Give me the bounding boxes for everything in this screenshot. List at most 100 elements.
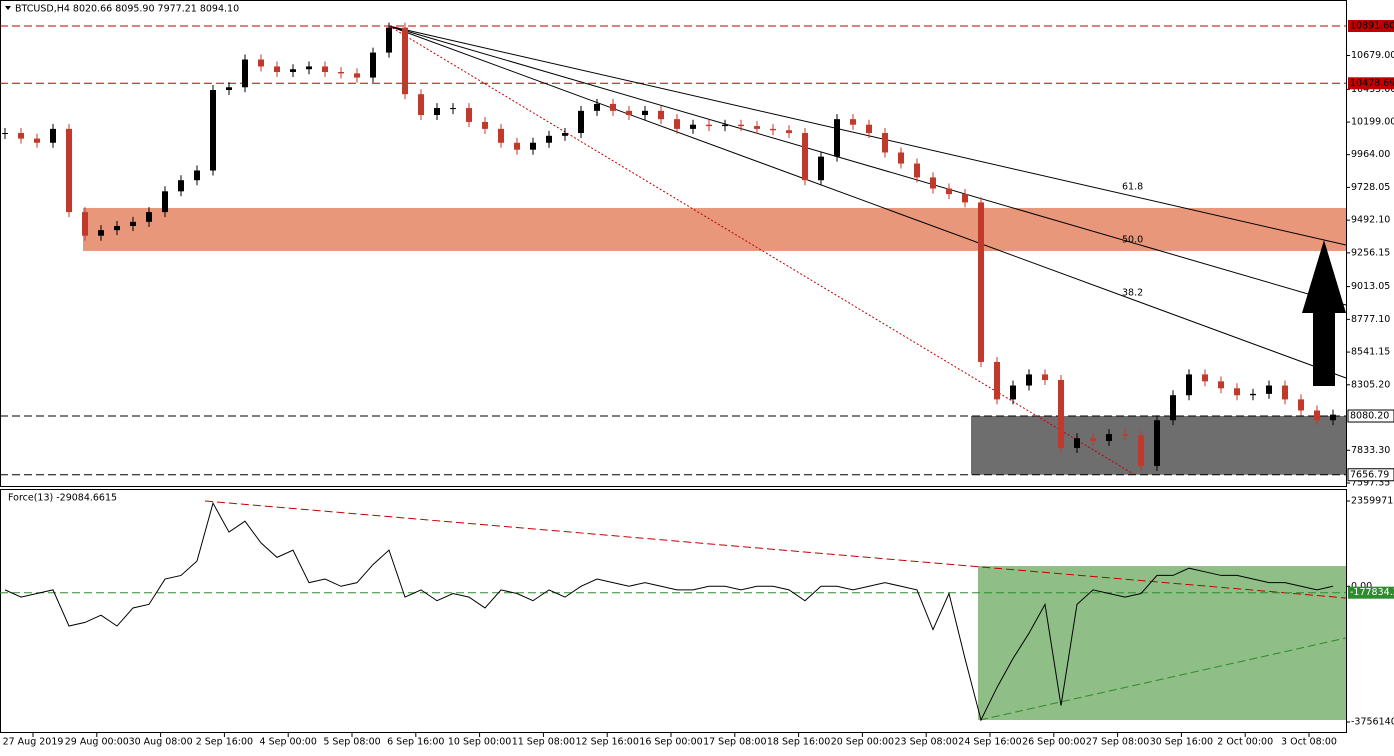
candle-body [1234,388,1240,396]
candle-body [1090,438,1096,442]
level-tag [1348,20,1394,32]
candle-body [690,124,696,129]
candle-body [1058,379,1064,448]
fib-fan-line [388,25,1347,306]
force-tick-label: 0.00 [1351,581,1372,592]
candle-body [578,110,584,134]
date-label: 10 Sep 00:00 [448,737,511,748]
candle-body [818,156,824,181]
candle-body [562,133,568,136]
candle-body [866,124,872,134]
candle-body [738,124,744,127]
date-label: 4 Sep 00:00 [260,737,317,748]
candle-body [722,124,728,127]
force-level-label: -177834.2 [1350,587,1394,598]
candle-body [242,59,248,88]
candle-body [706,124,712,127]
candle-body [786,130,792,134]
date-label: 29 Aug 00:00 [65,737,129,748]
date-label: 5 Sep 08:00 [323,737,380,748]
candle-body [98,230,104,236]
fib-fan-line [388,25,1347,379]
fib-fan-line [388,25,1347,246]
candle-body [1170,395,1176,421]
candle-body [466,108,472,122]
candle-body [434,108,440,116]
candle-body [1026,374,1032,386]
y-tick-label: 10679.00 [1351,50,1394,61]
fib-label: 50.0 [1122,235,1143,246]
y-tick-label: 9964.00 [1351,149,1390,160]
date-label: 2 Sep 16:00 [196,737,253,748]
candle-body [1154,420,1160,466]
candle-body [1298,399,1304,411]
candle-body [626,110,632,116]
candle-body [898,152,904,164]
level-label: 10891.60 [1350,21,1394,32]
y-tick-label: 9492.10 [1351,215,1390,226]
date-label: 17 Sep 08:00 [703,737,766,748]
candle-body [450,108,456,110]
date-label: 3 Oct 08:00 [1281,737,1337,748]
candle-body [258,59,264,67]
candle-body [802,133,808,181]
candle-body [850,119,856,125]
candle-body [210,90,216,171]
level-tag [1347,468,1394,482]
candle-body [1314,410,1320,421]
symbol-header: BTCUSD,H4 8020.66 8095.90 7977.21 8094.1… [15,4,239,15]
y-tick-label: 7833.30 [1351,445,1390,456]
candle-body [322,66,328,73]
date-label: 30 Aug 08:00 [129,737,193,748]
force-tick-label: -3756140.4 [1351,717,1394,728]
y-tick-label: 8305.20 [1351,379,1390,390]
candle-body [530,142,536,150]
date-label: 30 Sep 16:00 [1150,737,1213,748]
candle-body [2,133,8,135]
date-label: 26 Sep 00:00 [1022,737,1085,748]
candle-body [402,27,408,95]
price-frame [0,0,1347,487]
candle-body [370,52,376,78]
candle-body [146,212,152,222]
force-support [979,637,1347,721]
force-trend [204,500,1347,599]
candle-body [354,73,360,78]
candle-body [1266,385,1272,394]
date-label: 27 Sep 08:00 [1086,737,1149,748]
level-label: 8080.20 [1350,411,1389,422]
y-tick-label: 10199.00 [1351,117,1394,128]
candle-body [1042,374,1048,380]
fib-label: 61.8 [1122,182,1143,193]
candle-body [1138,435,1144,466]
candle-body [770,128,776,131]
level-tag [1348,77,1394,90]
date-label: 20 Sep 00:00 [831,737,894,748]
candle-body [754,126,760,129]
date-label: 12 Sep 16:00 [575,737,638,748]
candle-body [306,66,312,70]
candle-body [546,135,552,143]
date-label: 6 Sep 16:00 [387,737,444,748]
candle-body [978,202,984,362]
candle-body [18,133,24,139]
candle-body [594,103,600,111]
date-label: 23 Sep 08:00 [894,737,957,748]
candle-body [834,119,840,157]
candle-body [946,188,952,195]
force-zone [978,566,1346,720]
candle-body [114,225,120,231]
y-tick-label: 10435.00 [1351,84,1394,95]
candle-body [82,212,88,236]
candle-body [1186,374,1192,396]
candle-body [498,128,504,143]
level-label: 7656.79 [1350,469,1389,480]
date-label: 11 Sep 08:00 [512,737,575,748]
candle-body [290,69,296,73]
candle-body [658,110,664,120]
date-label: 24 Sep 16:00 [958,737,1021,748]
candle-body [1282,385,1288,400]
menu-arrow [5,6,11,10]
date-label: 16 Sep 00:00 [639,737,702,748]
candle-body [1330,414,1336,421]
